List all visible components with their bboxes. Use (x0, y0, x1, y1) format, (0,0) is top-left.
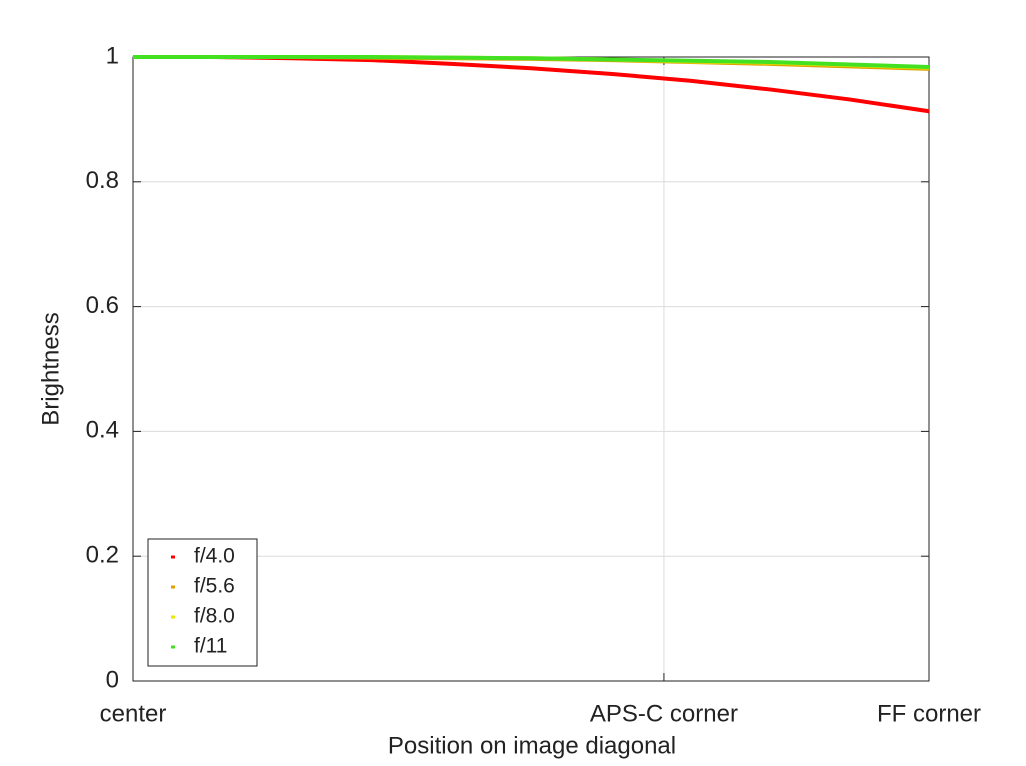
y-tick-label: 0.4 (86, 417, 119, 444)
y-tick-label: 0 (106, 666, 119, 693)
y-tick-label: 0.8 (86, 167, 119, 194)
legend-marker (171, 615, 175, 619)
x-tick-label: FF corner (877, 700, 981, 727)
series-line (133, 55, 930, 69)
y-tick-label: 0.6 (86, 292, 119, 319)
legend-label: f/5.6 (194, 575, 235, 598)
y-tick-label: 1 (106, 42, 119, 69)
legend-label: f/11 (194, 635, 227, 658)
x-tick-label: APS-C corner (590, 700, 738, 727)
legend-label: f/8.0 (194, 605, 235, 628)
x-tick-label: center (100, 700, 167, 727)
legend-marker (171, 555, 175, 559)
legend-marker (171, 645, 175, 649)
y-axis-label: Brightness (37, 312, 64, 425)
x-axis-label: Position on image diagonal (388, 732, 676, 759)
legend-box (147, 538, 258, 667)
legend: f/4.0 f/5.6 f/8.0 f/11 (147, 538, 258, 667)
y-tick-label: 0.2 (86, 542, 119, 569)
legend-marker (171, 585, 175, 589)
legend-label: f/4.0 (194, 545, 235, 568)
